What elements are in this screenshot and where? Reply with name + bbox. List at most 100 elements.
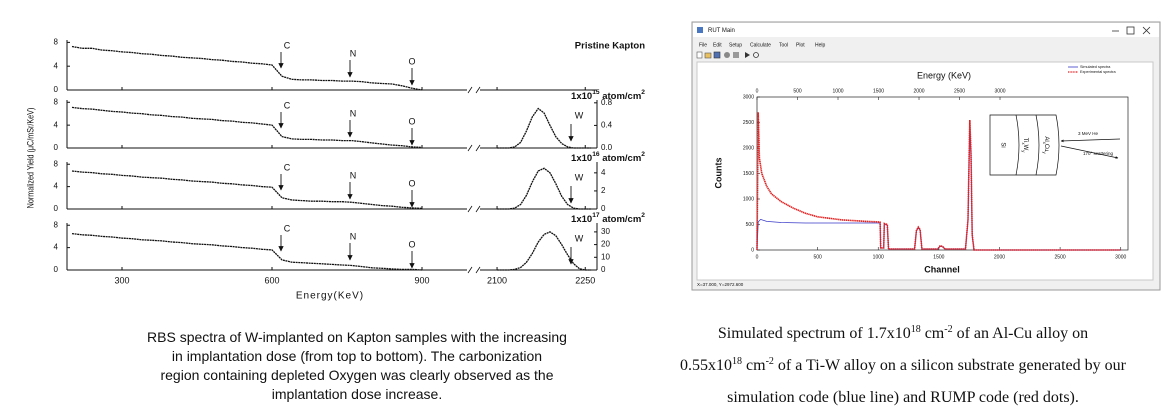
text-run: x: [1042, 142, 1047, 145]
text-run: Simulated spectrum of 1.7x10: [717, 325, 911, 342]
y-tick-label: 0: [54, 143, 59, 152]
y2-tick-label: 20: [601, 240, 610, 249]
window-title: RUT Main: [708, 28, 735, 34]
x-tick-label: 2000: [994, 254, 1005, 260]
menu-item[interactable]: Tool: [779, 42, 788, 48]
y2-tick-label: 10: [601, 252, 610, 261]
text-run: Ti: [1022, 138, 1028, 143]
text-run: 2: [641, 151, 645, 158]
caption-line: simulation code (blue line) and RUMP cod…: [630, 382, 1176, 414]
y-tick-label: 4: [54, 61, 59, 70]
spectrum-line: [71, 106, 423, 149]
sketch-label: AlxCuy: [1042, 136, 1049, 154]
text-run: -2: [944, 324, 953, 335]
text-run: cm: [920, 325, 945, 342]
y-tick-label: 0: [54, 85, 59, 94]
x2-tick-label: 0: [756, 88, 759, 94]
beam-out: [1060, 145, 1119, 159]
title-bar: [693, 23, 1159, 37]
spectrum-line: [71, 170, 423, 210]
x2-tick-label: 500: [793, 88, 802, 94]
x2-tick-label: 1500: [873, 88, 884, 94]
spectrum-line: [71, 45, 423, 91]
close-button[interactable]: [1142, 26, 1151, 35]
text-run: 2: [641, 89, 645, 96]
element-label: W: [575, 172, 584, 182]
y-axis-label: Normalized Yield (μC/mSr/KeV): [26, 107, 36, 208]
maximize-button[interactable]: [1126, 26, 1135, 35]
tool-run[interactable]: [745, 52, 750, 58]
text-run: atom/cm: [600, 153, 642, 164]
sample-outline: [989, 114, 1060, 176]
y-tick-label: 4: [54, 243, 59, 252]
layer-boundary: [1015, 114, 1020, 176]
y-tick-label: 8: [54, 37, 59, 46]
y-tick-label: 2500: [743, 120, 754, 126]
sketch-label: 3 MeV He: [1078, 131, 1099, 136]
y2-tick-label: 4: [601, 168, 606, 177]
text-run: of an Al-Cu alloy on: [952, 325, 1089, 342]
text-run: 2: [641, 212, 645, 219]
tool-new[interactable]: [696, 51, 703, 59]
panel-label: 1x1016 atom/cm2: [571, 151, 645, 163]
y2-tick-label: 2: [601, 186, 606, 195]
geometry-sketch: [989, 114, 1121, 176]
y2-tick-label: 0.8: [601, 98, 613, 107]
panel-label: 1x1015 atom/cm2: [571, 89, 645, 101]
toolbar: [696, 51, 759, 59]
menu-item[interactable]: Calculate: [750, 42, 771, 48]
y2-tick-label: 0.4: [601, 121, 613, 130]
spectrum-line: [497, 167, 592, 210]
y-tick-label: 4: [54, 120, 59, 129]
text-run: atom/cm: [600, 91, 642, 102]
plot-panel: [696, 61, 1154, 281]
text-run: 1x10: [571, 153, 592, 164]
text-run: 18: [732, 356, 743, 367]
panel-label: Pristine Kapton: [575, 41, 645, 52]
menu-item[interactable]: Help: [815, 42, 826, 48]
sketch-label: TixWy: [1021, 138, 1028, 154]
sketch-label: 170° scattering: [1083, 151, 1114, 156]
element-label: O: [408, 56, 415, 66]
text-run: y: [1042, 152, 1047, 155]
tool-open[interactable]: [704, 52, 712, 59]
sketch-label: Si: [999, 142, 1005, 147]
text-run: Al: [1043, 136, 1049, 141]
tool-stop[interactable]: [753, 52, 759, 58]
spectrum-line: [756, 112, 1121, 251]
tool-print[interactable]: [733, 52, 739, 58]
menu-item[interactable]: Edit: [713, 42, 722, 48]
text-run: 15: [592, 89, 600, 96]
x-tick-label: 2100: [487, 275, 507, 285]
y-tick-label: 8: [54, 220, 59, 229]
tool-settings[interactable]: [724, 52, 730, 58]
element-label: W: [575, 110, 584, 120]
tool-save[interactable]: [713, 51, 721, 59]
menu-item[interactable]: File: [699, 42, 707, 48]
y-tick-label: 500: [746, 222, 755, 228]
element-label: C: [284, 100, 291, 110]
y-tick-label: 1500: [743, 171, 754, 177]
panel-label: 1x1017 atom/cm2: [571, 212, 645, 224]
axis-break: [467, 86, 481, 94]
axis-break: [467, 266, 481, 274]
x-tick-label: 2250: [575, 275, 595, 285]
x-tick-label: 300: [114, 275, 129, 285]
y2-tick-label: 0: [601, 204, 606, 213]
menu-item[interactable]: Setup: [729, 42, 742, 48]
text-run: -2: [765, 356, 774, 367]
menu-item[interactable]: Plot: [796, 42, 805, 48]
layer-boundary: [1035, 114, 1040, 176]
element-label: O: [408, 178, 415, 188]
text-run: 16: [592, 151, 600, 158]
x-tick-label: 1500: [933, 254, 944, 260]
text-run: of a Ti-W alloy on a silicon substrate g…: [773, 357, 1126, 374]
y2-tick-label: 0.0: [601, 143, 613, 152]
y2-tick-label: 0: [601, 265, 606, 274]
spectrum-line: [497, 231, 592, 271]
y-axis-label: Counts: [713, 158, 723, 189]
x-tick-label: 900: [414, 275, 429, 285]
element-label: N: [350, 170, 357, 180]
caption-line: in implantation dose (from top to bottom…: [171, 348, 543, 364]
